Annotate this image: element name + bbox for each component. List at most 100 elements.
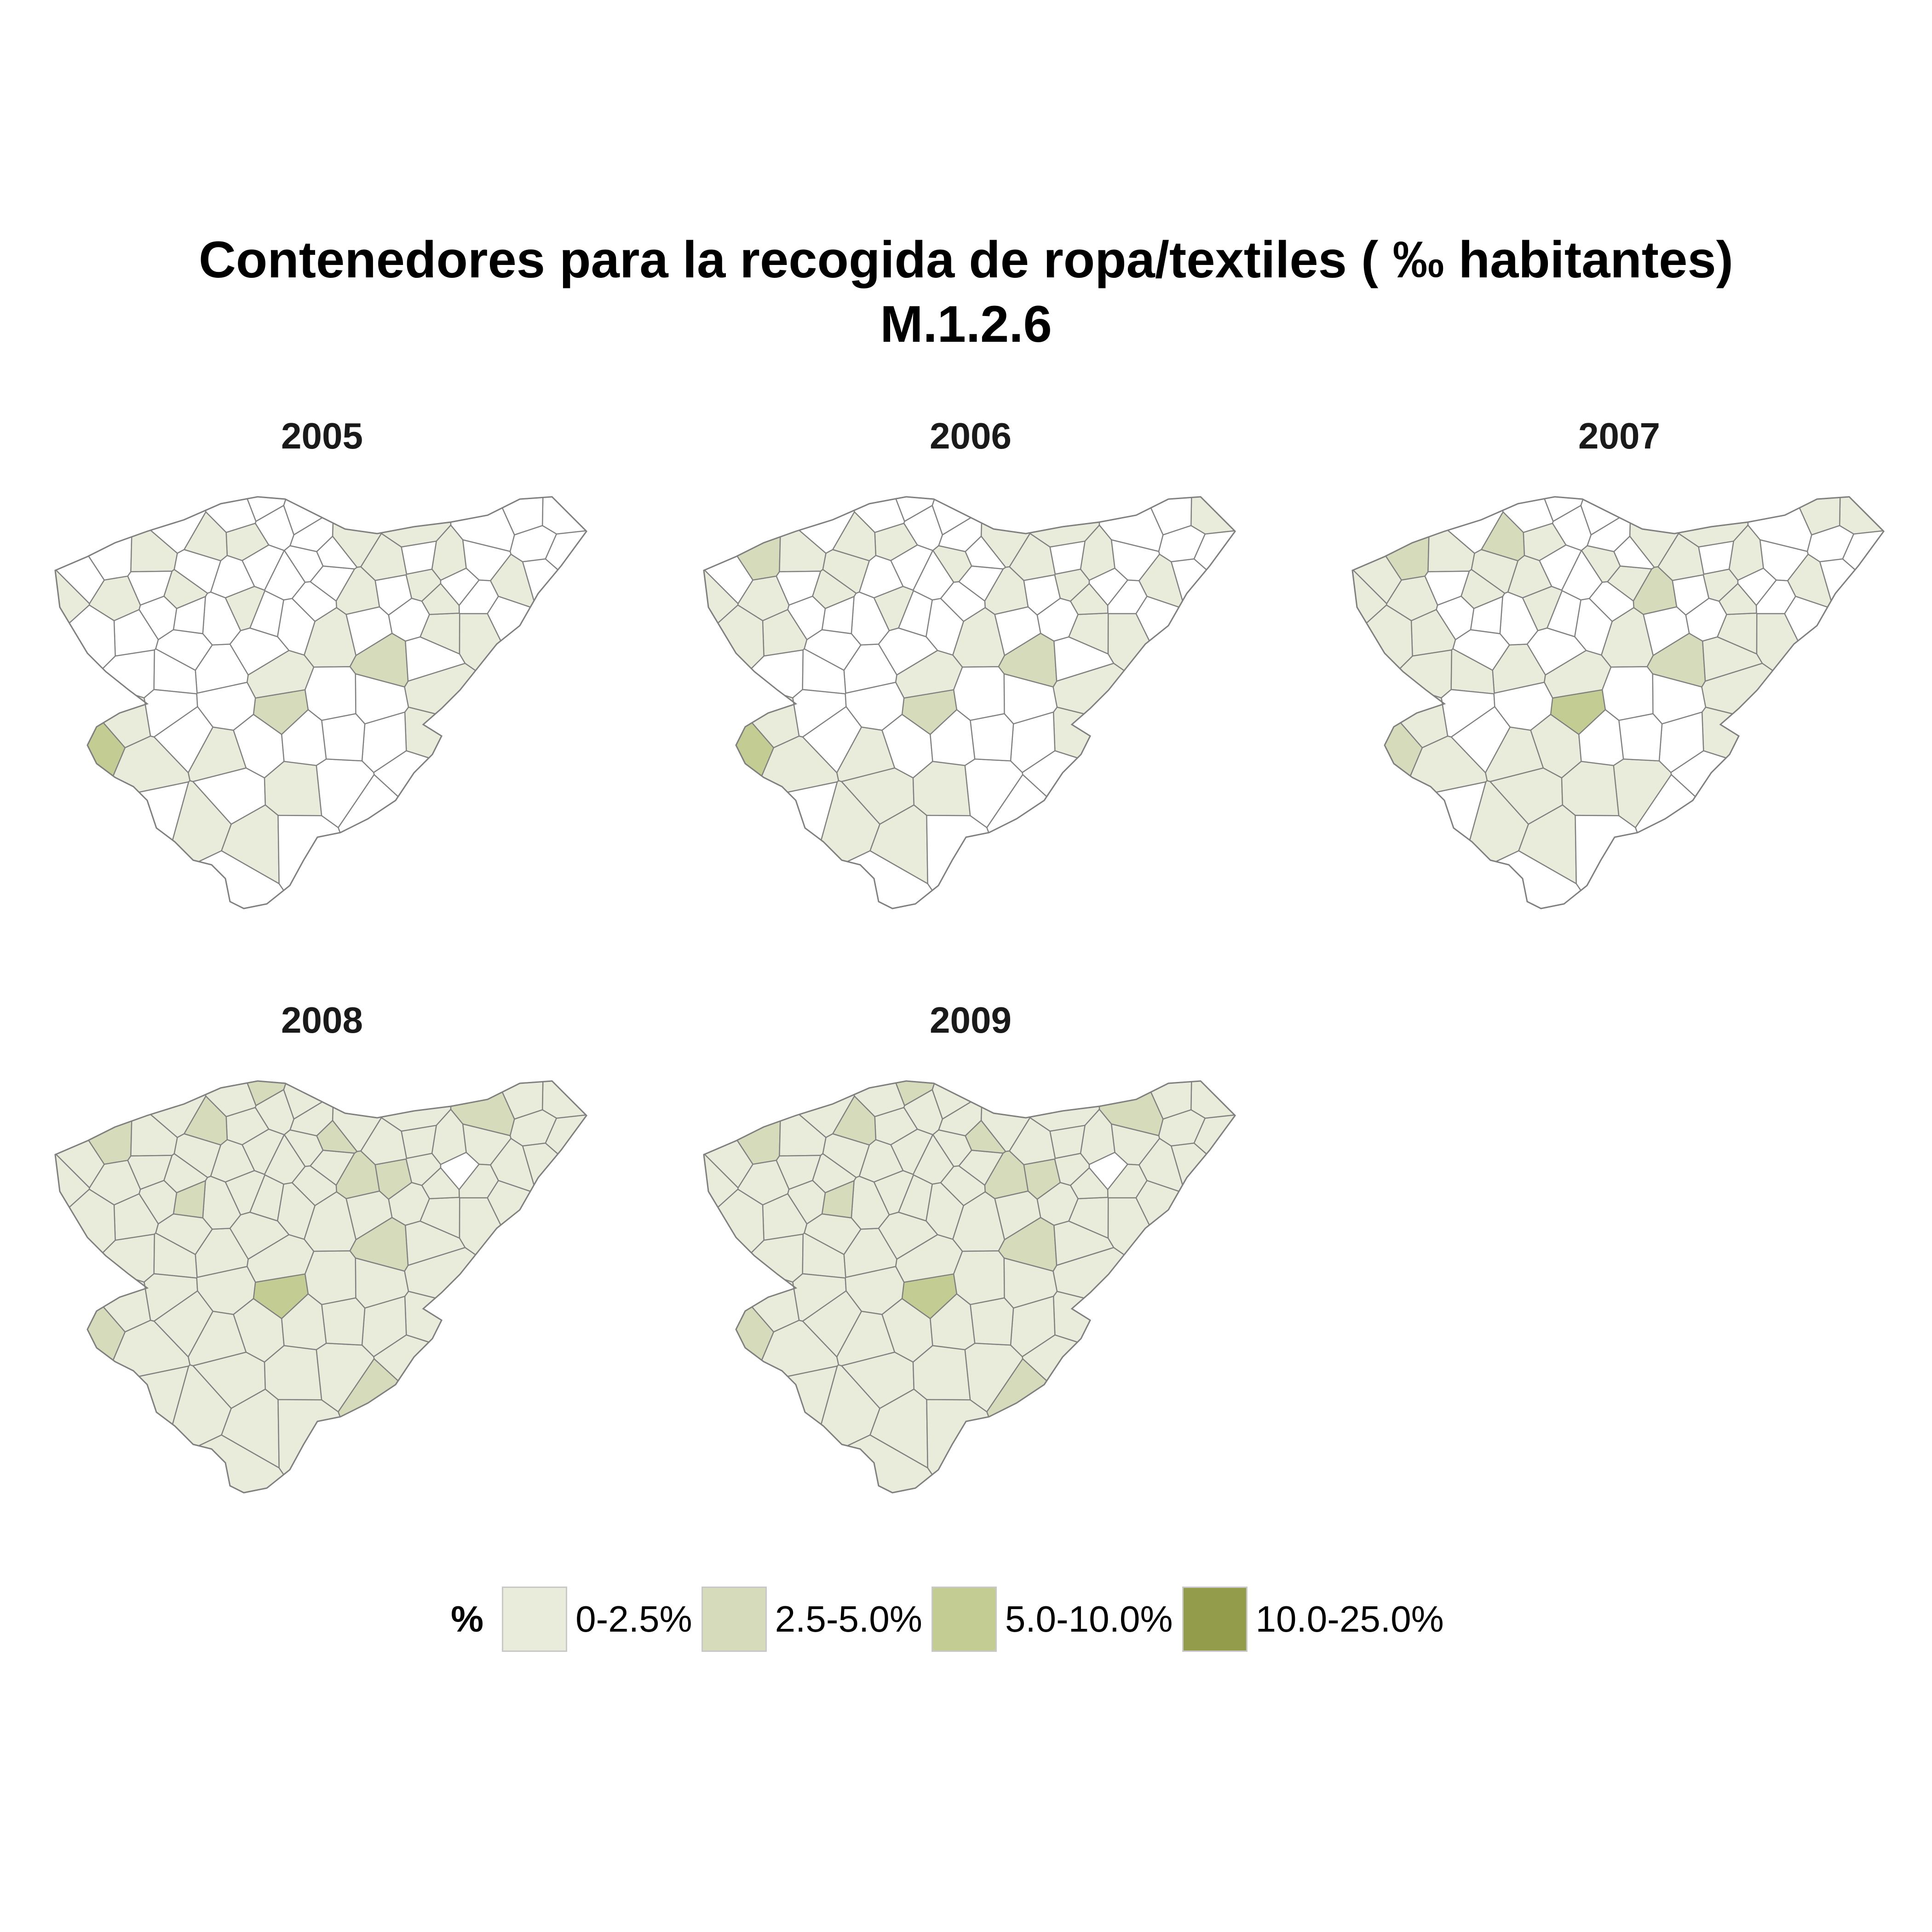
municipality-region [458,579,499,615]
municipality-region [802,706,862,773]
municipality-region [1107,1163,1148,1199]
municipality-region [1190,496,1236,535]
map-panel-2007: 2007 [1343,414,1895,920]
municipality-region [1049,1125,1086,1159]
municipality-region [1602,666,1654,721]
municipality-region [1618,713,1663,762]
municipality-region [994,1190,1041,1241]
map-panel-2008: 2008 [46,998,598,1504]
municipality-region [878,627,938,676]
municipality-region [970,713,1014,762]
municipality-region [388,1182,430,1226]
legend-item-10.0-25.0: 10.0-25.0% [1182,1587,1444,1652]
municipality-region [1575,815,1638,891]
municipality-region [305,1250,356,1305]
municipality-region [229,627,290,676]
choropleth-map-2007 [1351,496,1885,909]
municipality-region [890,544,933,591]
choropleth-map-2008 [54,1080,587,1494]
municipality-region [970,1297,1014,1346]
municipality-region [153,706,213,773]
municipality-region [1755,579,1796,615]
municipality-region [1049,540,1086,575]
municipality-region [127,570,173,606]
panel-title-2008: 2008 [281,1000,363,1041]
municipality-region [401,540,437,575]
municipality-region [890,1128,933,1175]
municipality-region [405,636,466,682]
legend-title: % [451,1598,484,1639]
map-panel-2005: 2005 [46,414,598,920]
municipality-region [458,1163,499,1199]
legend-label: 10.0-25.0% [1255,1598,1444,1639]
municipality-region [1544,650,1612,699]
chart-subtitle: M.1.2.6 [880,295,1052,353]
province-outline [703,496,1236,909]
municipality-region [1036,1182,1079,1226]
panel-title-2006: 2006 [930,415,1012,456]
municipality-region [196,1266,256,1315]
municipality-region [1053,1220,1115,1266]
legend-swatch [1182,1587,1248,1652]
municipality-region [845,1266,905,1315]
municipality-region [1190,1080,1236,1119]
choropleth-map-2006 [703,496,1236,909]
legend-item-2.5-5.0: 2.5-5.0% [701,1587,922,1652]
municipality-region [277,1399,341,1475]
municipality-region [1053,636,1115,682]
municipality-region [321,713,366,762]
legend-swatch [701,1587,767,1652]
legend: % 0-2.5% 2.5-5.0% 5.0-10.0% 10.0-25.0% [451,1582,1453,1656]
municipality-region [1526,627,1587,676]
municipality-region [994,606,1041,656]
municipality-region [878,1212,938,1260]
municipality-region [247,1234,315,1283]
municipality-region [127,1155,173,1190]
municipality-region [895,650,963,699]
municipality-region [277,815,341,891]
municipality-region [895,1234,963,1283]
choropleth-map-2009 [703,1080,1236,1494]
municipality-region [247,650,315,699]
municipality-region [542,496,587,535]
municipality-region [345,1190,393,1241]
municipality-region [1036,598,1079,642]
municipality-region [242,1128,285,1175]
legend-label: 0-2.5% [575,1598,692,1639]
municipality-region [1107,579,1148,615]
municipality-region [802,1290,862,1357]
map-panel-2009: 2009 [695,998,1247,1504]
municipality-region [1424,570,1470,606]
province-outline [1351,496,1885,909]
municipality-region [242,544,285,591]
municipality-region [1702,636,1763,682]
municipality-region [776,1155,822,1190]
panel-title-2009: 2009 [930,1000,1012,1041]
municipality-region [926,1399,989,1475]
legend-item-0-2.5: 0-2.5% [502,1587,692,1652]
legend-label: 2.5-5.0% [775,1598,922,1639]
municipality-region [926,815,989,891]
municipality-region [953,666,1005,721]
municipality-region [388,598,430,642]
municipality-region [953,1250,1005,1305]
chart-title: Contenedores para la recogida de ropa/te… [199,231,1733,288]
municipality-region [542,1080,587,1119]
province-outline [703,1080,1236,1494]
municipality-region [1839,496,1884,535]
municipality-region [1698,540,1734,575]
municipality-region [1643,606,1690,656]
panel-title-2007: 2007 [1578,415,1660,456]
municipality-region [845,682,905,731]
municipality-region [401,1125,437,1159]
map-panel-2006: 2006 [695,414,1247,920]
municipality-region [405,1220,466,1266]
municipality-region [345,606,393,656]
municipality-region [1493,682,1553,731]
municipality-region [1450,706,1511,773]
municipality-region [196,682,256,731]
municipality-region [776,570,822,606]
legend-swatch [502,1587,568,1652]
province-outline [54,496,587,909]
municipality-region [321,1297,366,1346]
